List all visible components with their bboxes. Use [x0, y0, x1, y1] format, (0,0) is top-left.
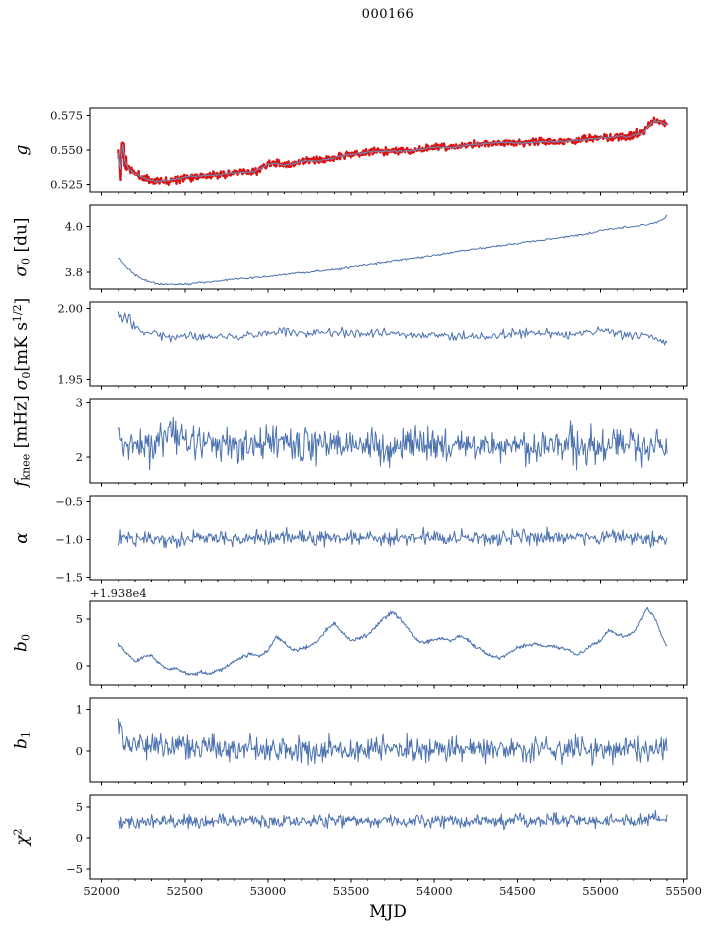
y-ticks: −0.5 −1.0 −1.5 — [55, 494, 90, 585]
y-tick-label: 0.525 — [50, 178, 83, 192]
y-tick-label: 3 — [76, 395, 83, 409]
y-tick-label: 1 — [76, 703, 83, 717]
y-ticks: 10 — [76, 703, 90, 758]
y-ticks: 32 — [76, 395, 90, 464]
plot-frame — [89, 794, 688, 880]
series-chi2 — [118, 809, 668, 831]
y-tick-label: 0 — [76, 831, 83, 845]
x-axis-label: MJD — [369, 902, 407, 922]
plot-frame — [89, 495, 688, 581]
y-tick-label: 4.0 — [65, 219, 83, 233]
x-tick-label: 53500 — [333, 884, 370, 898]
y-ticks: 0.575 0.550 0.525 — [50, 108, 90, 192]
series-sigma0-du — [118, 214, 668, 286]
x-tick-label: 54500 — [499, 884, 536, 898]
y-ticks: 50 — [76, 612, 90, 673]
y-tick-label: 0 — [76, 659, 83, 673]
ylabel-sigma0-mks: σ0[mK s1/2] — [11, 297, 33, 391]
ylabel-chi2: χ2 — [11, 828, 33, 846]
plot-frame — [89, 600, 688, 686]
y-tick-label: −0.5 — [55, 494, 83, 508]
ylabel-sigma0-du: σ0 [du] — [11, 217, 33, 277]
ylabel-b1: b1 — [11, 731, 33, 749]
ylabel-fknee: fknee [mHz] — [11, 395, 33, 487]
x-tick-label: 55500 — [665, 884, 702, 898]
panel-fknee: 32 — [76, 395, 688, 487]
y-tick-label: −1.0 — [55, 533, 83, 547]
panel-sigma0-mks: 2.00 1.95 — [57, 301, 688, 390]
panel-b0: 50+1.938e4 — [76, 586, 688, 689]
plot-frame — [89, 398, 688, 484]
plot-frame — [89, 204, 688, 290]
panel-b1: 10 — [76, 697, 688, 786]
x-ticks — [101, 580, 685, 584]
y-tick-label: 2 — [76, 450, 83, 464]
series-alpha — [117, 526, 668, 549]
series-sigma0-mks — [117, 311, 668, 346]
x-tick-label: 52500 — [166, 884, 203, 898]
y-tick-label: 5 — [76, 612, 83, 626]
series-b1 — [117, 718, 668, 767]
y-tick-label: 0.575 — [50, 108, 83, 122]
series-g-smooth — [117, 119, 668, 183]
y-ticks: 2.00 1.95 — [57, 301, 90, 387]
y-tick-label: −1.5 — [55, 571, 83, 585]
y-ticks: 4.0 3.8 — [65, 219, 90, 279]
x-ticks — [101, 483, 685, 487]
y-tick-label: −5 — [66, 862, 83, 876]
x-tick-label: 52000 — [83, 884, 120, 898]
y-tick-label: 0.550 — [50, 143, 83, 157]
panel-alpha: −0.5 −1.0 −1.5 — [55, 494, 688, 585]
x-ticks — [101, 782, 685, 786]
panel-g: 0.575 0.550 0.525 — [50, 107, 688, 196]
plot-frame — [89, 301, 688, 387]
series-g-raw — [117, 116, 669, 186]
x-ticks — [101, 192, 685, 196]
ylabel-g: g — [12, 144, 32, 156]
x-tick-label: 55000 — [582, 884, 619, 898]
y-tick-label: 2.00 — [57, 301, 83, 315]
y-ticks: 5 0 −5 — [66, 800, 90, 876]
y-tick-label: 0 — [76, 744, 83, 758]
x-ticks — [101, 289, 685, 293]
plot-frame — [89, 697, 688, 783]
panel-sigma0-du: 4.0 3.8 — [65, 204, 688, 293]
x-ticks — [101, 879, 685, 883]
y-tick-label: 5 — [76, 800, 83, 814]
y-tick-label: 1.95 — [57, 373, 83, 387]
series-b0 — [117, 606, 668, 676]
x-ticks — [101, 685, 685, 689]
ylabel-b0: b0 — [11, 634, 33, 652]
series-fknee — [117, 416, 668, 471]
ylabel-alpha: α — [12, 532, 32, 544]
axis-offset-text: +1.938e4 — [90, 586, 147, 600]
x-tick-label: 53000 — [250, 884, 287, 898]
x-tick-label: 54000 — [416, 884, 453, 898]
y-tick-label: 3.8 — [65, 265, 83, 279]
figure-title: 000166 — [361, 7, 415, 22]
x-ticks — [101, 386, 685, 390]
x-tick-labels: 52000 52500 53000 53500 54000 54500 55000 55500 — [83, 884, 702, 898]
